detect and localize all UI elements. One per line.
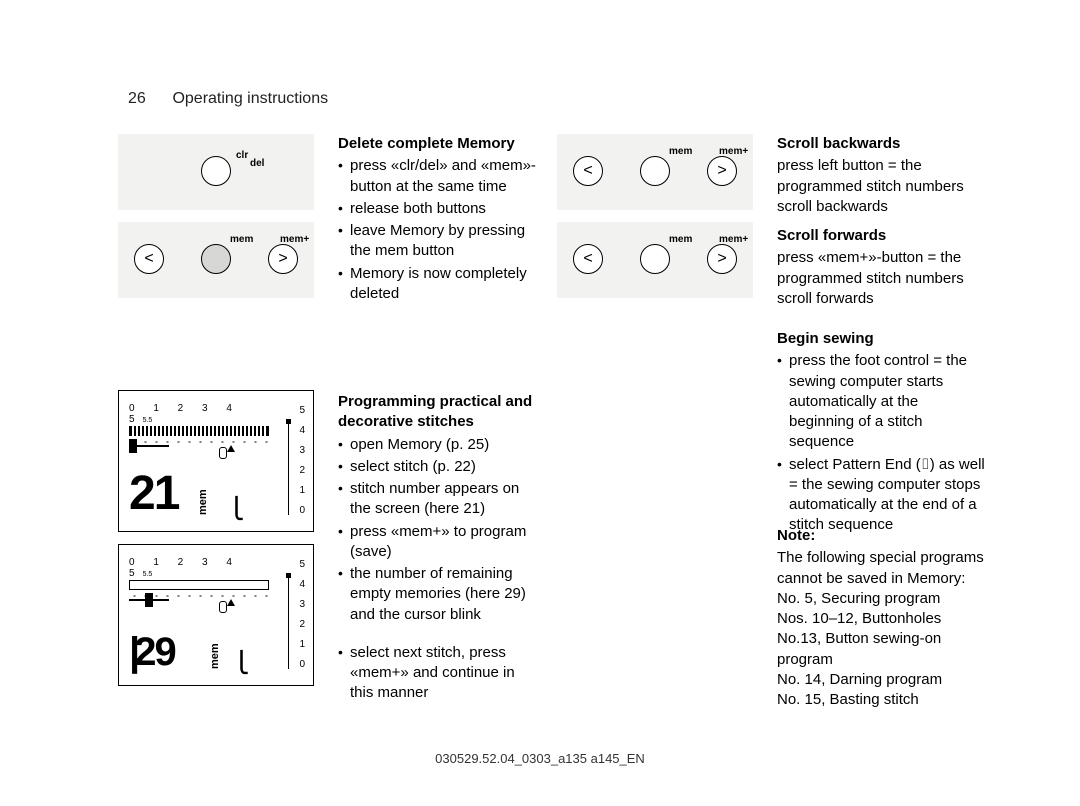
label-memp: mem+ bbox=[280, 234, 309, 245]
heading: Note: bbox=[777, 526, 987, 546]
chevron-right-icon: > bbox=[278, 251, 287, 267]
label-memp: mem+ bbox=[719, 234, 748, 245]
section-begin-sewing: Begin sewing press the foot control = th… bbox=[777, 329, 987, 538]
button-right: > bbox=[707, 244, 737, 274]
button-left: < bbox=[573, 156, 603, 186]
chevron-left-icon: < bbox=[583, 163, 592, 179]
button-center bbox=[640, 244, 670, 274]
big-number: 29 bbox=[134, 630, 175, 674]
presser-foot-icon: ⎩ bbox=[229, 496, 244, 521]
section-delete-memory: Delete complete Memory press «clr/del» a… bbox=[338, 134, 538, 306]
ruler-small: 5.5 bbox=[143, 571, 153, 578]
chevron-right-icon: > bbox=[717, 163, 726, 179]
right-scale: 5 4 3 2 1 0 bbox=[299, 557, 305, 677]
page-title: Operating instructions bbox=[172, 90, 328, 108]
button-left: < bbox=[573, 244, 603, 274]
label-del: del bbox=[250, 158, 264, 169]
label-mem: mem bbox=[669, 146, 692, 157]
lcd-display-2: 0 1 2 3 4 55.5 5 4 3 2 1 0 |29 mem ⎩ bbox=[118, 544, 314, 686]
presser-foot-icon: ⎩ bbox=[234, 650, 249, 675]
panel-mem-right-2: < > mem mem+ bbox=[557, 222, 753, 298]
chevron-left-icon: < bbox=[583, 251, 592, 267]
heading: Scroll backwards bbox=[777, 134, 987, 154]
page-number: 26 bbox=[128, 90, 168, 108]
needle-icon bbox=[219, 447, 231, 469]
heading: Programming practical and decorative sti… bbox=[338, 392, 538, 433]
heading: Scroll forwards bbox=[777, 226, 987, 246]
button-right: > bbox=[707, 156, 737, 186]
heading: Delete complete Memory bbox=[338, 134, 538, 154]
bullet-list: select next stitch, press «mem+» and con… bbox=[338, 643, 538, 704]
needle-icon bbox=[219, 601, 231, 623]
lcd-display-1: 0 1 2 3 4 55.5 5 4 3 2 1 0 21 mem ⎩ bbox=[118, 390, 314, 532]
heading: Begin sewing bbox=[777, 329, 987, 349]
button-center bbox=[640, 156, 670, 186]
mem-text: mem bbox=[209, 643, 221, 669]
bullet-list: press the foot control = the sewing comp… bbox=[777, 351, 987, 535]
ruler-small: 5.5 bbox=[143, 417, 153, 424]
panel-clrdel: clr del bbox=[118, 134, 314, 210]
body-text: press left button = the programmed stitc… bbox=[777, 156, 987, 217]
button-circle bbox=[201, 156, 231, 186]
button-right: > bbox=[268, 244, 298, 274]
chevron-right-icon: > bbox=[717, 251, 726, 267]
label-mem: mem bbox=[669, 234, 692, 245]
body-text: press «mem+»-button = the programmed sti… bbox=[777, 248, 987, 309]
section-programming: Programming practical and decorative sti… bbox=[338, 392, 538, 706]
label-clr: clr bbox=[236, 150, 248, 161]
manual-page: 26 Operating instructions clr del < > me… bbox=[0, 0, 1080, 806]
page-header: 26 Operating instructions bbox=[128, 90, 328, 108]
section-scroll-fwd: Scroll forwards press «mem+»-button = th… bbox=[777, 226, 987, 309]
bullet-list: open Memory (p. 25) select stitch (p. 22… bbox=[338, 435, 538, 625]
panel-mem-local: < > mem mem+ bbox=[118, 222, 314, 298]
page-footer: 030529.52.04_0303_a135 a145_EN bbox=[0, 751, 1080, 766]
label-memp: mem+ bbox=[719, 146, 748, 157]
bullet-list: press «clr/del» and «mem»-button at the … bbox=[338, 156, 538, 304]
chevron-left-icon: < bbox=[144, 251, 153, 267]
panel-mem-right-1: < > mem mem+ bbox=[557, 134, 753, 210]
right-scale: 5 4 3 2 1 0 bbox=[299, 403, 305, 523]
section-scroll-back: Scroll backwards press left button = the… bbox=[777, 134, 987, 217]
button-center bbox=[201, 244, 231, 274]
button-left: < bbox=[134, 244, 164, 274]
big-number: 21 bbox=[129, 466, 178, 521]
section-note: Note: The following special programs can… bbox=[777, 526, 987, 710]
label-mem: mem bbox=[230, 234, 253, 245]
mem-text: mem bbox=[197, 489, 209, 515]
